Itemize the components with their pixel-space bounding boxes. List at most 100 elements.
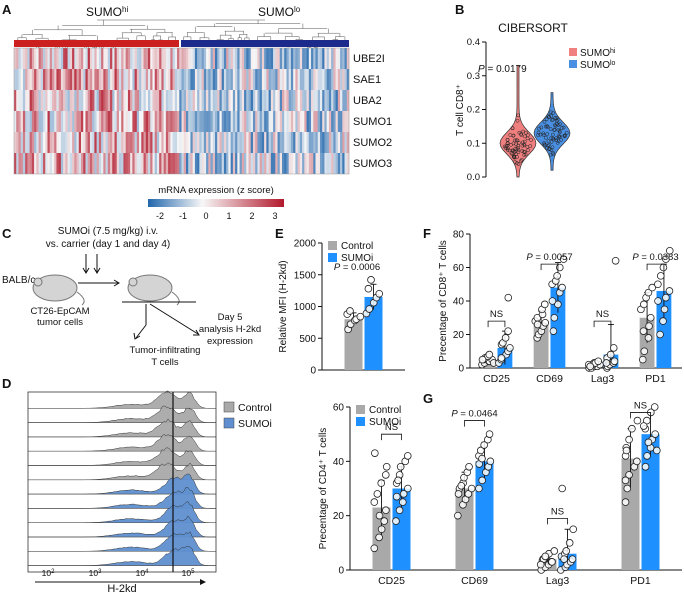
heatmap-cell bbox=[81, 48, 84, 69]
heatmap-cell bbox=[210, 90, 214, 111]
heatmap-cell bbox=[219, 132, 222, 153]
data-point bbox=[621, 476, 630, 485]
heatmap-cell bbox=[148, 48, 151, 69]
data-point bbox=[375, 511, 384, 520]
heatmap-cell bbox=[282, 48, 285, 69]
heatmap-cell bbox=[270, 48, 274, 69]
data-point bbox=[639, 327, 648, 335]
heatmap-cell bbox=[163, 90, 167, 111]
heatmap-cell bbox=[179, 111, 182, 132]
heatmap-cell bbox=[134, 69, 138, 90]
heatmap-cell bbox=[340, 48, 343, 69]
data-point bbox=[375, 533, 383, 542]
b-point bbox=[555, 140, 560, 145]
x-ticklabel: CD69 bbox=[536, 373, 563, 385]
y-ticklabel: 20 bbox=[453, 330, 465, 341]
x-ticklabel: Lag3 bbox=[591, 373, 615, 385]
heatmap-cell bbox=[96, 90, 100, 111]
d-legend-swatch bbox=[223, 401, 235, 413]
colorbar-tick: 2 bbox=[249, 211, 254, 221]
data-point bbox=[506, 344, 514, 352]
heatmap-cell bbox=[25, 48, 28, 69]
heatmap-cell bbox=[185, 48, 189, 69]
legend-label: Control bbox=[369, 405, 401, 416]
heatmap-cell bbox=[241, 90, 245, 111]
heatmap-cell bbox=[45, 132, 48, 153]
heatmap-cell bbox=[150, 132, 153, 153]
b-point bbox=[543, 143, 547, 147]
heatmap-cell bbox=[136, 90, 140, 111]
heatmap-cell bbox=[174, 48, 178, 69]
heatmap-cell bbox=[223, 69, 227, 90]
heatmap-cell bbox=[89, 153, 93, 174]
heatmap-cell bbox=[210, 111, 214, 132]
data-point bbox=[381, 471, 390, 479]
heatmap-cell bbox=[282, 111, 285, 132]
data-point bbox=[553, 272, 561, 280]
heatmap-cell bbox=[36, 153, 39, 174]
b-point bbox=[551, 111, 555, 115]
heatmap-cell bbox=[217, 48, 220, 69]
significance-label: P = 0.0464 bbox=[451, 409, 497, 420]
y-axis-label: Precentage of CD8⁺ T cells bbox=[438, 240, 449, 362]
heatmap-cell bbox=[306, 153, 310, 174]
heatmap-cell bbox=[78, 48, 82, 69]
heatmap-cell bbox=[268, 111, 272, 132]
heatmap-cell bbox=[250, 153, 254, 174]
b-point bbox=[561, 125, 566, 130]
data-point bbox=[485, 430, 494, 438]
heatmap-cell bbox=[78, 69, 82, 90]
heatmap-cell bbox=[89, 111, 93, 132]
heatmap-cell bbox=[125, 153, 129, 174]
heatmap-cell bbox=[230, 48, 234, 69]
b-point bbox=[502, 144, 507, 149]
heatmap-cell bbox=[183, 132, 187, 153]
heatmap-cell bbox=[328, 90, 332, 111]
heatmap-cell bbox=[284, 90, 287, 111]
data-point bbox=[533, 320, 542, 329]
data-point bbox=[651, 430, 659, 438]
day5-line3: expression bbox=[207, 336, 253, 347]
heatmap-cell bbox=[45, 153, 48, 174]
strain-label: BALB/c bbox=[2, 275, 35, 286]
heatmap-cell bbox=[92, 132, 95, 153]
data-point bbox=[550, 547, 559, 555]
significance-bracket bbox=[630, 412, 651, 419]
heatmap-cell bbox=[22, 90, 26, 111]
heatmap-cell bbox=[174, 90, 178, 111]
heatmap-cell bbox=[235, 153, 238, 174]
heatmap-cell bbox=[346, 153, 350, 174]
data-point bbox=[540, 300, 549, 309]
heatmap-cell bbox=[185, 153, 189, 174]
heatmap-cell bbox=[154, 90, 158, 111]
heatmap-cell bbox=[136, 48, 140, 69]
heatmap-cell bbox=[331, 90, 334, 111]
heatmap-cell bbox=[257, 132, 260, 153]
heatmap-cell bbox=[141, 132, 144, 153]
b-point bbox=[516, 113, 521, 118]
heatmap-cell bbox=[179, 90, 182, 111]
heatmap-cell bbox=[114, 153, 118, 174]
heatmap-cell bbox=[246, 48, 249, 69]
heatmap-cell bbox=[29, 153, 33, 174]
chart-g: 0 20 40 60 Precentage of CD4⁺ T cells CD25 NS C… bbox=[318, 400, 682, 587]
heatmap-cell bbox=[27, 132, 30, 153]
heatmap-cell bbox=[181, 69, 185, 90]
heatmap-cell bbox=[177, 69, 180, 90]
heatmap-cell bbox=[96, 132, 100, 153]
data-point bbox=[555, 263, 564, 272]
b-point bbox=[511, 133, 516, 138]
heatmap-cell bbox=[150, 48, 153, 69]
heatmap-cell bbox=[257, 153, 260, 174]
panel-a-letter: A bbox=[2, 2, 12, 17]
heatmap-cell bbox=[346, 132, 350, 153]
heatmap-cell bbox=[163, 132, 167, 153]
data-point bbox=[477, 446, 485, 455]
significance-bracket bbox=[593, 320, 612, 328]
legend-swatch bbox=[328, 241, 337, 250]
heatmap-cell bbox=[22, 69, 26, 90]
heatmap-cell bbox=[326, 69, 330, 90]
heatmap-cell bbox=[259, 48, 263, 69]
heatmap-cell bbox=[244, 153, 247, 174]
data-point bbox=[645, 322, 653, 330]
